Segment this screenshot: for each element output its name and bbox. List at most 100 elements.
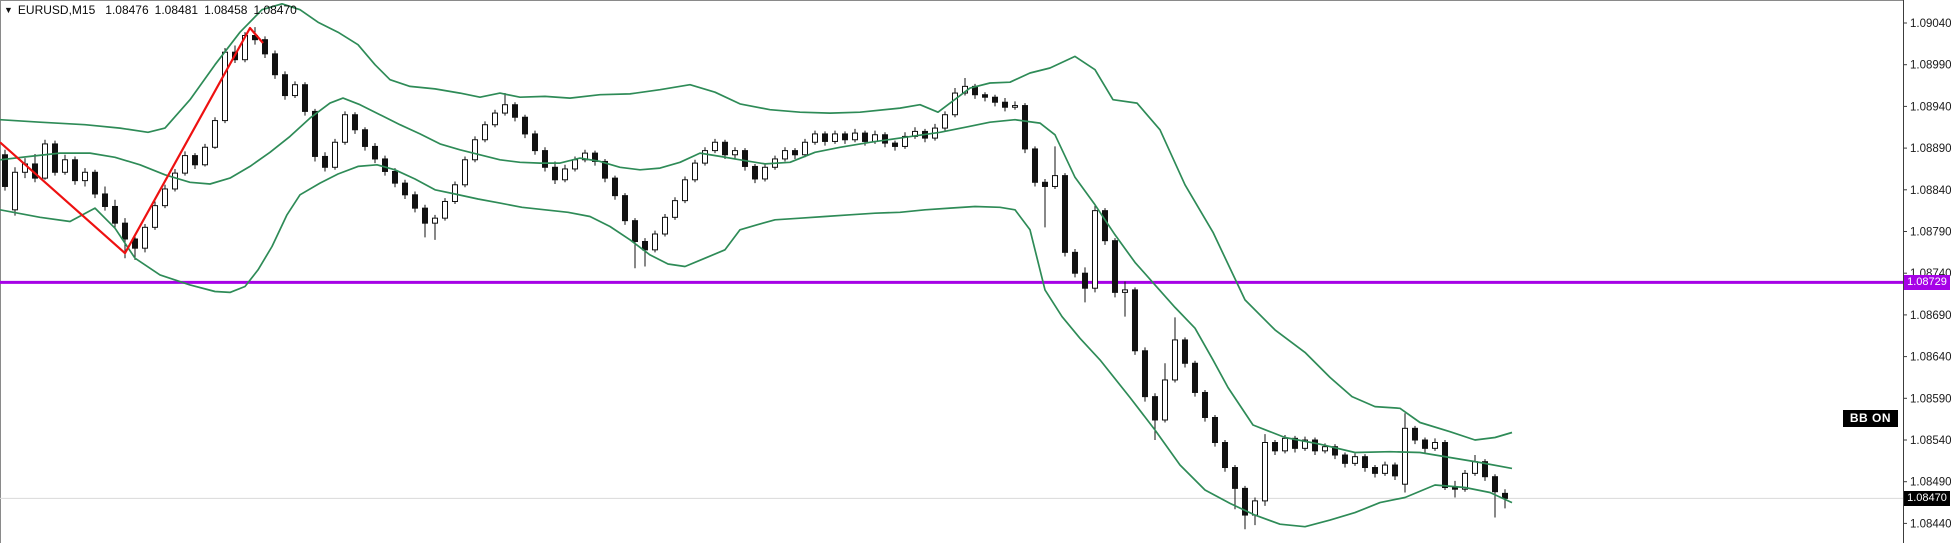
candle-bullish [442, 200, 448, 219]
price-tick-label[interactable]: 1.08790 [1910, 227, 1951, 239]
candle-bearish [992, 96, 998, 103]
candle-bullish [702, 150, 708, 164]
symbol-dropdown-icon[interactable]: ▼ [4, 5, 13, 15]
candle-bearish [542, 150, 548, 168]
candle-bearish [1032, 148, 1038, 183]
candle-bullish [1352, 456, 1358, 464]
candle-bearish [1072, 251, 1078, 274]
price-tick-label[interactable]: 1.08590 [1910, 393, 1951, 405]
candle-bearish [632, 220, 638, 243]
candle-bearish [1192, 362, 1198, 393]
candle-bearish [312, 110, 318, 157]
candle-bearish [1452, 487, 1458, 490]
candle-bearish [622, 195, 628, 222]
candle-bearish [1422, 439, 1428, 449]
candle-bullish [1302, 439, 1308, 449]
candle-bullish [62, 159, 68, 173]
price-tick-label[interactable]: 1.08440 [1910, 518, 1951, 530]
candle-bearish [1132, 289, 1138, 352]
price-tick-label[interactable]: 1.09040 [1910, 18, 1951, 30]
candle-bearish [752, 165, 758, 180]
candle-bearish [372, 145, 378, 160]
candle-bullish [472, 139, 478, 161]
candle-bearish [192, 155, 198, 166]
candle-bearish [132, 238, 138, 249]
candle-bullish [902, 135, 908, 147]
candle-bullish [212, 120, 218, 148]
candle-bearish [722, 141, 728, 156]
price-tick-label[interactable]: 1.08990 [1910, 60, 1951, 72]
price-tick-label[interactable]: 1.08890 [1910, 143, 1951, 155]
candle-bullish [572, 159, 578, 170]
price-tick-label[interactable]: 1.08690 [1910, 310, 1951, 322]
price-tick-label[interactable]: 1.08640 [1910, 352, 1951, 364]
candle-bullish [162, 188, 168, 207]
candle-bullish [652, 233, 658, 251]
price-tick-label[interactable]: 1.08840 [1910, 185, 1951, 197]
candle-bullish [482, 124, 488, 141]
candle-bullish [1322, 446, 1328, 452]
candle-bearish [1112, 240, 1118, 293]
ohlc-close: 1.08470 [253, 3, 297, 17]
price-tick-label[interactable]: 1.08940 [1910, 101, 1951, 113]
bollinger-middle-line [0, 97, 1513, 470]
candle-bearish [1202, 391, 1208, 418]
candle-bearish [1152, 396, 1158, 421]
price-tick-label[interactable]: 1.08490 [1910, 477, 1951, 489]
candle-bullish [42, 143, 48, 179]
candle-bearish [262, 39, 268, 55]
candle-bearish [302, 84, 308, 112]
candle-bearish [1332, 446, 1338, 456]
candle-bearish [52, 143, 58, 173]
candle-bearish [1102, 210, 1108, 242]
bollinger-upper-line [0, 2, 1513, 441]
candle-bearish [512, 104, 518, 118]
candle-bullish [502, 104, 508, 114]
candle-bearish [352, 114, 358, 131]
candle-bullish [1052, 175, 1058, 187]
candles-group [2, 27, 1508, 530]
candle-bullish [952, 92, 958, 116]
candle-bullish [1122, 289, 1128, 293]
candle-bullish [802, 141, 808, 156]
candle-bullish [1012, 105, 1018, 108]
candle-bearish [532, 133, 538, 152]
bb-on-badge[interactable]: BB ON [1842, 410, 1898, 427]
candle-bullish [1162, 379, 1168, 421]
candle-bullish [462, 159, 468, 186]
candle-bearish [842, 133, 848, 141]
candle-bullish [692, 162, 698, 181]
candle-bullish [1382, 464, 1388, 474]
candle-bearish [1082, 272, 1088, 289]
candle-bullish [492, 112, 498, 126]
candle-bearish [2, 154, 8, 187]
candle-bullish [852, 132, 858, 141]
candle-bearish [1272, 442, 1278, 452]
candle-bearish [1482, 461, 1488, 478]
red-trendline[interactable] [0, 26, 264, 255]
candle-bearish [892, 142, 898, 147]
candle-bearish [862, 132, 868, 142]
candle-bullish [292, 84, 298, 97]
candle-bullish [732, 150, 738, 156]
candle-bearish [822, 133, 828, 142]
candle-bearish [382, 158, 388, 172]
candle-bearish [72, 159, 78, 182]
current-price-tag: 1.08470 [1904, 490, 1950, 506]
candle-bullish [332, 141, 338, 168]
price-tick-label[interactable]: 1.08540 [1910, 435, 1951, 447]
candle-bullish [342, 114, 348, 143]
candle-bearish [322, 155, 328, 168]
candle-bearish [392, 170, 398, 184]
candle-bullish [202, 146, 208, 166]
candle-bullish [1262, 442, 1268, 502]
candle-bearish [1362, 456, 1368, 469]
candle-bullish [712, 141, 718, 152]
candle-bullish [562, 168, 568, 181]
candle-bearish [1062, 175, 1068, 253]
candle-bearish [1502, 492, 1508, 499]
candle-bearish [1392, 464, 1398, 477]
candle-bearish [1002, 101, 1008, 108]
candle-bearish [402, 182, 408, 196]
